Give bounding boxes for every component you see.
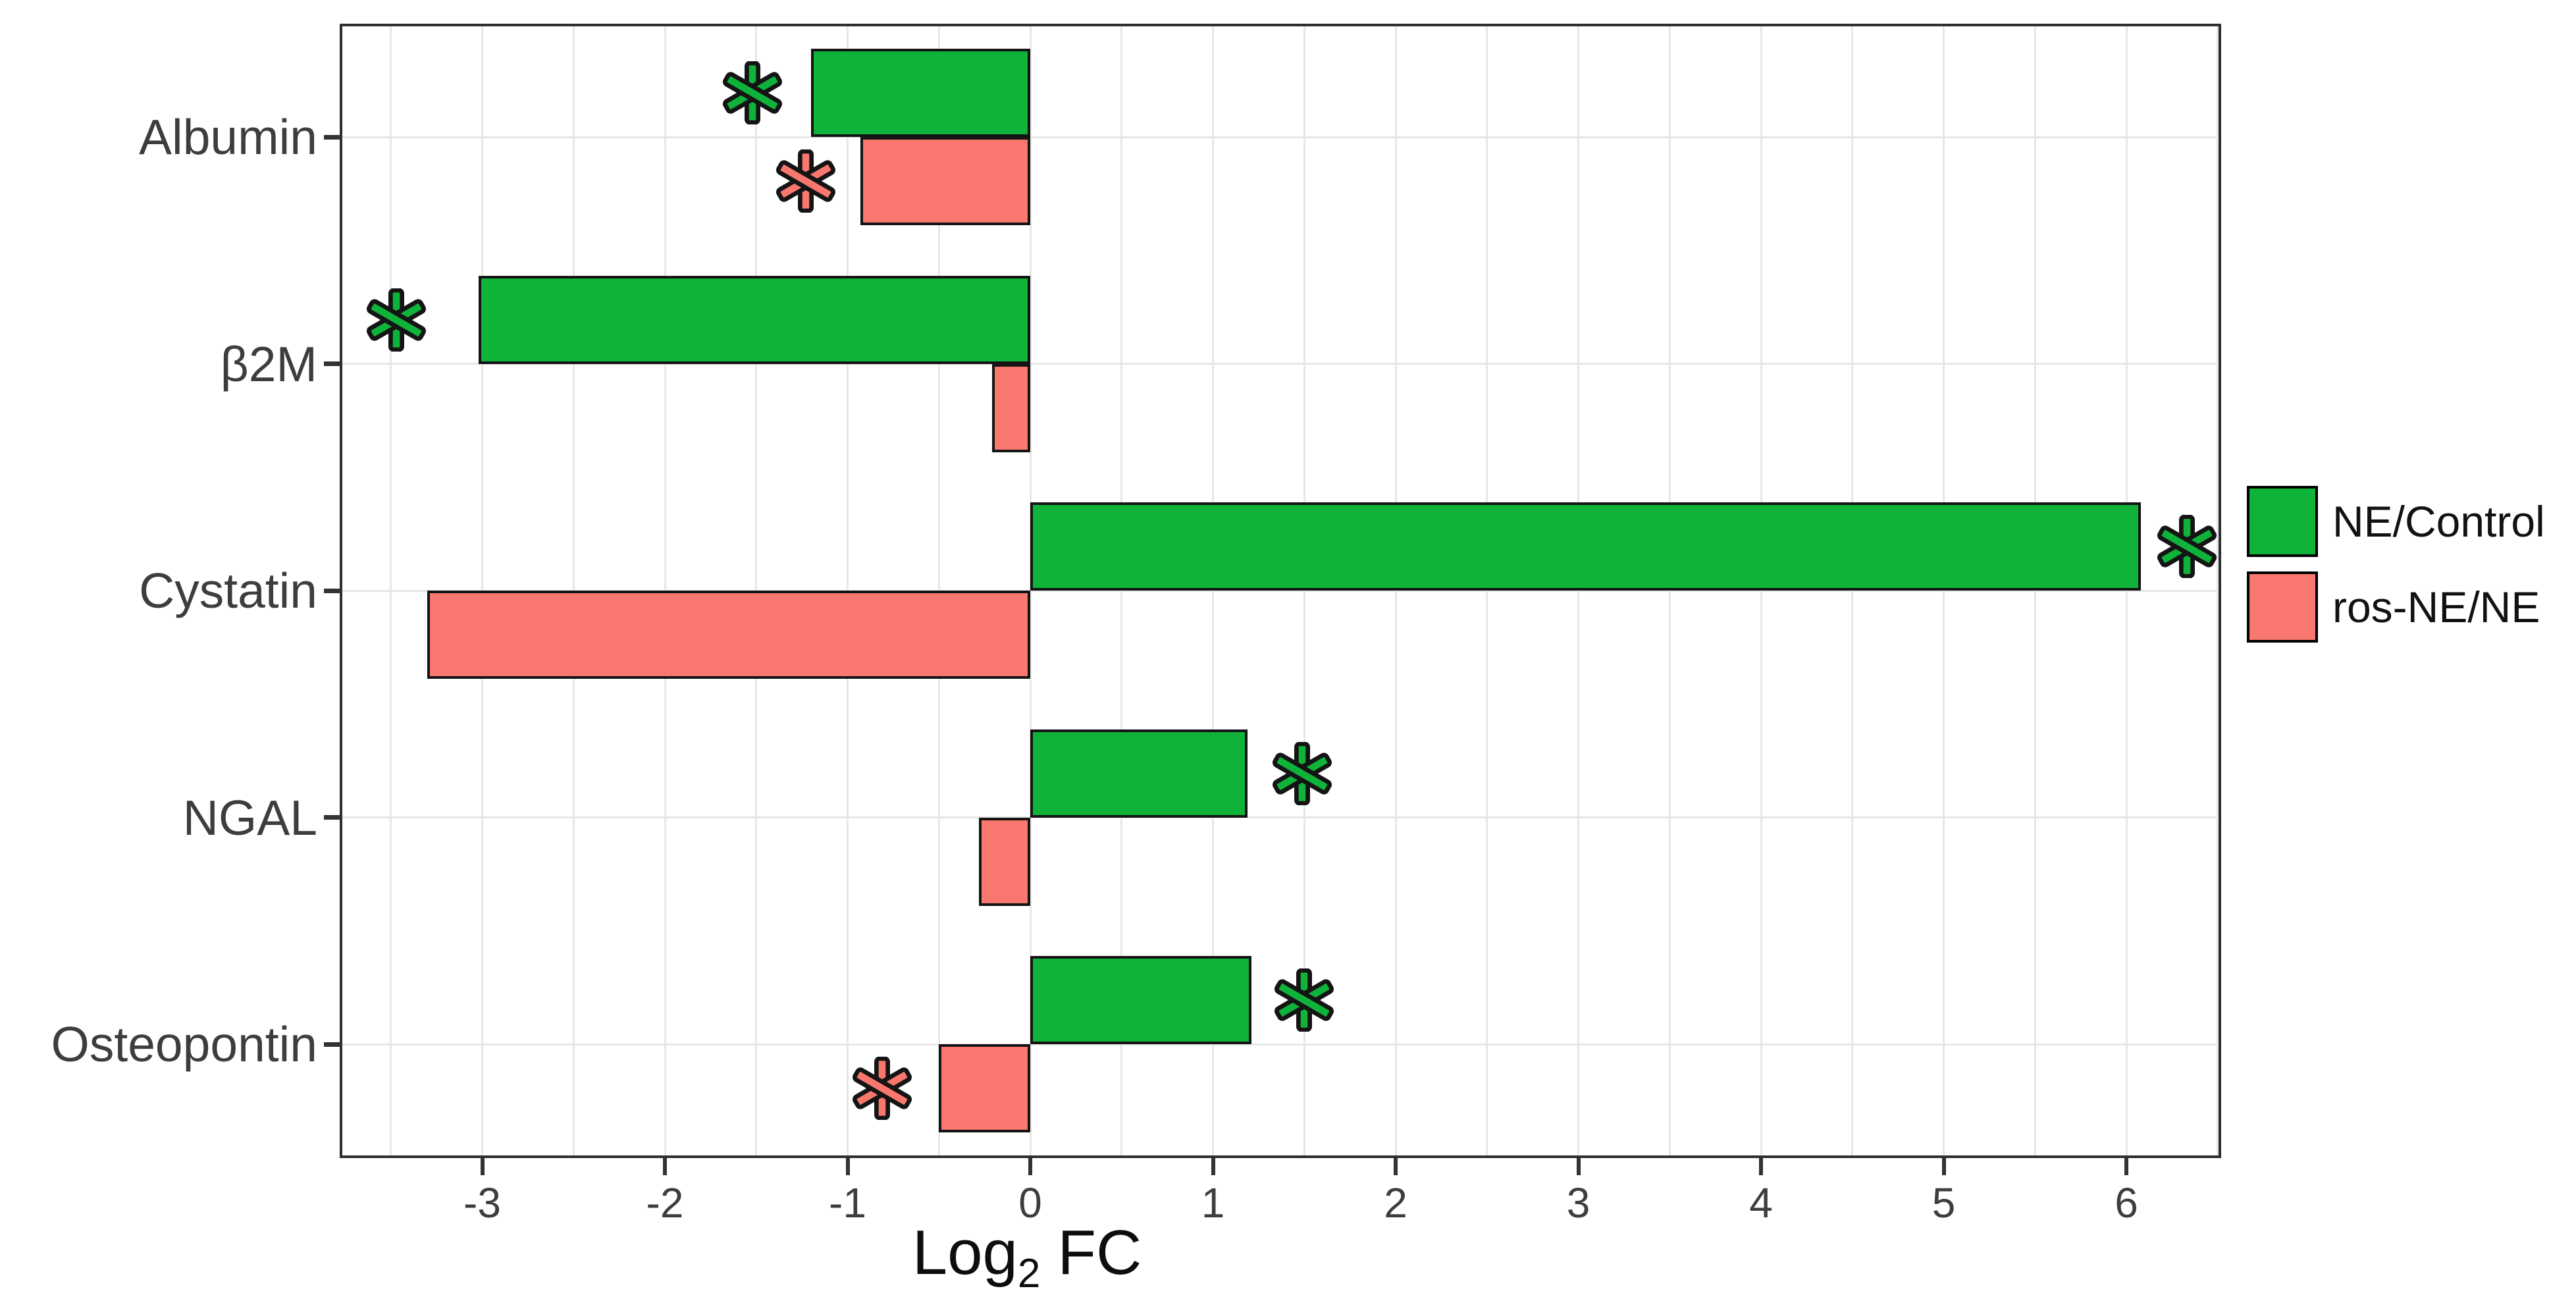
x-tick-mark: [480, 1158, 485, 1175]
significance-asterisk-icon: [1273, 968, 1336, 1032]
x-tick-label: 3: [1566, 1179, 1590, 1227]
legend-item-ros-ne-ne: ros-NE/NE: [2247, 571, 2545, 643]
x-axis-title-rest: FC: [1057, 1217, 1142, 1288]
significance-asterisk-icon: [774, 149, 837, 213]
x-tick-label: 2: [1384, 1179, 1407, 1227]
y-category-label: NGAL: [182, 789, 317, 845]
x-tick-mark: [1394, 1158, 1398, 1175]
x-axis-title-base: Log: [912, 1217, 1018, 1288]
x-tick-mark: [1759, 1158, 1763, 1175]
plot-panel: [340, 24, 2221, 1158]
y-tick-mark: [324, 134, 341, 140]
x-tick-mark: [1211, 1158, 1215, 1175]
y-category-label: Albumin: [139, 109, 317, 165]
significance-asterisk-icon: [2155, 514, 2219, 579]
x-tick-mark: [1941, 1158, 1946, 1175]
significance-asterisk-icon: [365, 288, 428, 352]
x-tick-label: 4: [1749, 1179, 1773, 1227]
x-axis-title: Log2 FC: [764, 1217, 1290, 1297]
x-tick-label: 1: [1201, 1179, 1225, 1227]
y-gridline: [342, 1043, 2219, 1046]
x-tick-label: -3: [463, 1179, 501, 1227]
bar-ros-ne-ne-Albumin: [860, 137, 1030, 225]
significance-asterisk-icon: [721, 61, 784, 125]
y-tick-mark: [324, 588, 341, 593]
x-tick-label: 0: [1018, 1179, 1042, 1227]
legend-label-ros-ne-ne: ros-NE/NE: [2332, 583, 2540, 631]
y-category-label: Osteopontin: [51, 1017, 317, 1072]
y-category-label: β2M: [220, 336, 317, 392]
bar-ne-control-β2M: [478, 275, 1030, 364]
y-tick-mark: [324, 1042, 341, 1047]
bar-ne-control-NGAL: [1030, 729, 1248, 818]
significance-asterisk-icon: [851, 1056, 914, 1121]
y-gridline: [342, 816, 2219, 818]
bar-ros-ne-ne-Osteopontin: [939, 1044, 1030, 1132]
legend-swatch-ros-ne-ne: [2247, 571, 2318, 643]
bar-ros-ne-ne-β2M: [991, 363, 1030, 452]
legend: NE/Control ros-NE/NE: [2247, 486, 2545, 657]
y-category-label: Cystatin: [139, 563, 317, 618]
x-tick-mark: [663, 1158, 667, 1175]
x-tick-mark: [1576, 1158, 1581, 1175]
bar-ne-control-Cystatin: [1030, 502, 2142, 591]
x-tick-mark: [2124, 1158, 2128, 1175]
y-tick-mark: [324, 361, 341, 366]
bar-ne-control-Osteopontin: [1030, 956, 1251, 1044]
x-tick-mark: [845, 1158, 850, 1175]
x-tick-label: 6: [2115, 1179, 2138, 1227]
legend-swatch-ne-control: [2247, 486, 2318, 557]
x-tick-label: -2: [646, 1179, 684, 1227]
x-axis-title-subscript: 2: [1017, 1251, 1041, 1297]
x-tick-label: -1: [829, 1179, 866, 1227]
x-tick-mark: [1028, 1158, 1032, 1175]
bar-ros-ne-ne-NGAL: [979, 817, 1030, 906]
significance-asterisk-icon: [1271, 741, 1334, 805]
bar-ne-control-Albumin: [811, 49, 1030, 137]
y-tick-mark: [324, 815, 341, 820]
y-gridline: [342, 136, 2219, 138]
legend-label-ne-control: NE/Control: [2332, 497, 2545, 546]
x-tick-label: 5: [1932, 1179, 1956, 1227]
y-gridline: [342, 363, 2219, 365]
bar-ros-ne-ne-Cystatin: [427, 591, 1030, 679]
y-gridline: [342, 589, 2219, 592]
legend-item-ne-control: NE/Control: [2247, 486, 2545, 557]
